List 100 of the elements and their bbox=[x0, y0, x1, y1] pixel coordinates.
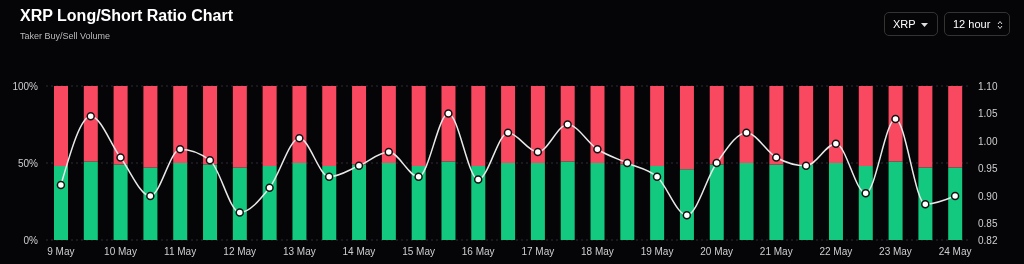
point bbox=[265, 183, 274, 192]
bar bbox=[232, 167, 247, 240]
bar bbox=[530, 86, 545, 163]
x-tick-label: 18 May bbox=[581, 246, 614, 258]
bar bbox=[292, 86, 307, 163]
point bbox=[235, 208, 244, 217]
bar bbox=[411, 86, 426, 167]
point bbox=[891, 114, 900, 124]
point bbox=[772, 153, 781, 162]
point bbox=[354, 161, 364, 170]
text: 12 hour bbox=[953, 18, 991, 30]
bar bbox=[739, 163, 754, 240]
point bbox=[801, 161, 811, 170]
y2-tick-label: 1.00 bbox=[978, 135, 998, 147]
x-tick-label: 16 May bbox=[461, 246, 495, 258]
point bbox=[295, 134, 304, 143]
bar bbox=[590, 86, 605, 163]
bar bbox=[262, 166, 277, 240]
bar bbox=[620, 86, 635, 165]
bar bbox=[650, 166, 665, 240]
bar bbox=[54, 86, 68, 167]
bar bbox=[441, 86, 456, 162]
bar bbox=[888, 161, 903, 240]
bar bbox=[232, 86, 247, 168]
bar bbox=[650, 86, 665, 167]
point bbox=[921, 200, 930, 209]
y2-tick-label: 0.85 bbox=[978, 218, 998, 230]
point bbox=[116, 153, 125, 162]
x-tick-label: 13 May bbox=[282, 246, 316, 258]
x-tick-label: 12 May bbox=[223, 246, 257, 258]
point bbox=[324, 172, 334, 181]
x-tick-label: 9 May bbox=[47, 246, 75, 258]
y2-tick-label: 0.90 bbox=[978, 190, 998, 202]
bar bbox=[173, 86, 188, 163]
x-tick-label: 23 May bbox=[879, 246, 912, 258]
bar bbox=[262, 86, 277, 167]
bar bbox=[54, 166, 68, 240]
point bbox=[205, 156, 215, 165]
point bbox=[414, 172, 423, 181]
bar bbox=[560, 86, 575, 162]
point bbox=[622, 158, 632, 168]
x-tick-label: 24 May bbox=[938, 246, 972, 258]
bar bbox=[709, 86, 724, 165]
point bbox=[831, 139, 841, 148]
point bbox=[384, 147, 394, 157]
bar bbox=[173, 163, 188, 240]
x-tick-label: 22 May bbox=[819, 246, 853, 258]
bar bbox=[858, 166, 873, 240]
x-tick-label: 11 May bbox=[164, 246, 197, 258]
chart-subtitle: Taker Buy/Sell Volume bbox=[20, 31, 111, 41]
bar bbox=[828, 163, 843, 240]
bar bbox=[769, 164, 784, 240]
y2-tick-label: 0.82 bbox=[978, 234, 998, 246]
text: XRP bbox=[893, 18, 916, 30]
bar bbox=[501, 163, 516, 240]
bar bbox=[948, 86, 963, 168]
point bbox=[861, 189, 870, 198]
bar bbox=[709, 164, 724, 240]
x-tick-label: 10 May bbox=[104, 246, 137, 258]
chart-title: XRP Long/Short Ratio Chart bbox=[20, 7, 234, 25]
bar bbox=[322, 166, 337, 240]
bar bbox=[799, 86, 814, 165]
point bbox=[742, 128, 751, 137]
point bbox=[652, 172, 662, 181]
point bbox=[146, 191, 155, 201]
bar bbox=[948, 167, 963, 240]
bar bbox=[590, 163, 605, 240]
bar bbox=[441, 161, 456, 240]
bar bbox=[679, 86, 694, 170]
point bbox=[682, 211, 692, 220]
point bbox=[533, 147, 543, 157]
x-tick-label: 14 May bbox=[342, 246, 376, 258]
bar bbox=[918, 86, 933, 168]
bar bbox=[679, 169, 694, 240]
point bbox=[593, 145, 602, 154]
bar bbox=[381, 86, 396, 163]
y-tick-label: 0% bbox=[23, 234, 39, 246]
x-tick-label: 20 May bbox=[700, 246, 734, 258]
bar bbox=[888, 86, 903, 162]
bar bbox=[739, 86, 754, 163]
bar bbox=[560, 161, 575, 240]
point bbox=[175, 145, 185, 154]
bar bbox=[530, 163, 545, 240]
bar bbox=[352, 86, 367, 165]
bar bbox=[501, 86, 516, 163]
x-tick-label: 15 May bbox=[402, 246, 435, 258]
bar bbox=[620, 164, 635, 240]
point bbox=[473, 175, 483, 184]
point bbox=[86, 112, 95, 121]
point bbox=[503, 128, 513, 137]
bar bbox=[828, 86, 843, 163]
bar bbox=[113, 86, 128, 165]
point bbox=[563, 120, 572, 129]
y2-tick-label: 0.95 bbox=[978, 163, 998, 175]
bar bbox=[83, 161, 98, 240]
bar bbox=[203, 164, 218, 240]
y-tick-label: 100% bbox=[12, 80, 39, 92]
y2-tick-label: 1.05 bbox=[978, 108, 998, 120]
y2-tick-label: 1.10 bbox=[978, 80, 998, 92]
x-tick-label: 21 May bbox=[759, 246, 793, 258]
